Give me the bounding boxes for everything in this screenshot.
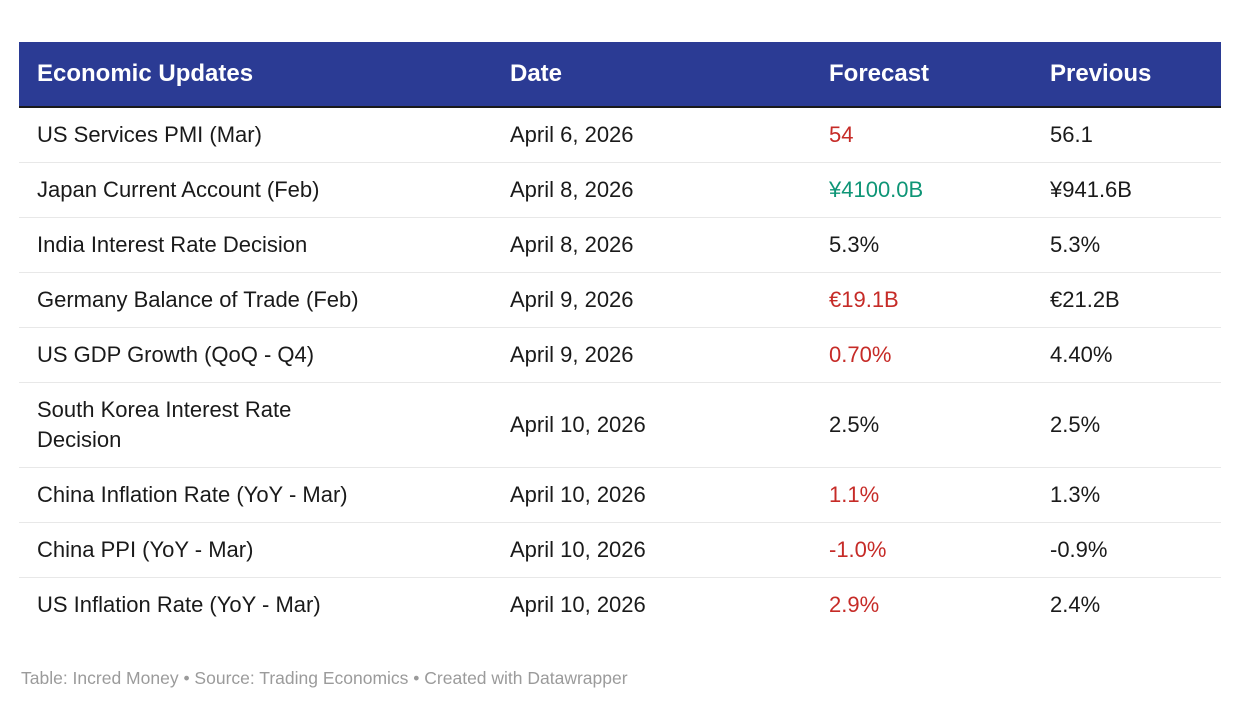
previous-value: 56.1 — [1050, 122, 1093, 147]
indicator-cell: China PPI (YoY - Mar) — [37, 537, 254, 562]
previous-value: 2.5% — [1050, 412, 1101, 437]
previous-value: 5.3% — [1050, 232, 1101, 257]
indicator-cell: US Inflation Rate (YoY - Mar) — [37, 592, 321, 617]
indicator-cell: South Korea Interest Rate Decision — [37, 397, 292, 452]
column-header-date: Date — [510, 60, 563, 87]
forecast-value: 54 — [829, 122, 854, 147]
table-header-row: Economic Updates Date Forecast Previous — [19, 42, 1221, 108]
previous-value: 2.4% — [1050, 592, 1101, 617]
date-cell: April 10, 2026 — [510, 537, 646, 562]
date-cell: April 8, 2026 — [510, 232, 634, 257]
forecast-value: ¥4100.0B — [829, 177, 924, 202]
date-cell: April 10, 2026 — [510, 412, 646, 437]
indicator-cell: US Services PMI (Mar) — [37, 122, 262, 147]
forecast-value: 2.9% — [829, 592, 880, 617]
date-cell: April 10, 2026 — [510, 482, 646, 507]
date-cell: April 6, 2026 — [510, 122, 634, 147]
column-header-forecast: Forecast — [829, 60, 930, 87]
indicator-cell: India Interest Rate Decision — [37, 232, 308, 257]
previous-value: 4.40% — [1050, 342, 1113, 367]
table-row: US GDP Growth (QoQ - Q4) April 9, 2026 0.7… — [19, 328, 1221, 383]
table-row: US Inflation Rate (YoY - Mar) April 10, 2… — [19, 578, 1221, 632]
indicator-cell: Japan Current Account (Feb) — [37, 177, 320, 202]
table-row: Germany Balance of Trade (Feb) April 9, 2… — [19, 273, 1221, 328]
forecast-value: 0.70% — [829, 342, 892, 367]
date-cell: April 8, 2026 — [510, 177, 634, 202]
indicator-cell: China Inflation Rate (YoY - Mar) — [37, 482, 348, 507]
date-cell: April 9, 2026 — [510, 287, 634, 312]
table-row: South Korea Interest Rate Decision April … — [19, 383, 1221, 468]
previous-value: -0.9% — [1050, 537, 1108, 562]
date-cell: April 10, 2026 — [510, 592, 646, 617]
economic-updates-table: Economic Updates Date Forecast Previous … — [19, 42, 1221, 632]
previous-value: 1.3% — [1050, 482, 1101, 507]
indicator-cell: Germany Balance of Trade (Feb) — [37, 287, 359, 312]
table-row: India Interest Rate Decision April 8, 202… — [19, 218, 1221, 273]
date-cell: April 9, 2026 — [510, 342, 634, 367]
column-header-economic-updates: Economic Updates — [37, 60, 254, 87]
forecast-value: €19.1B — [829, 287, 899, 312]
table-row: China Inflation Rate (YoY - Mar) April 10… — [19, 468, 1221, 523]
table-row: US Services PMI (Mar) April 6, 2026 54 56.1 — [19, 108, 1221, 163]
forecast-value: -1.0% — [829, 537, 887, 562]
table-body: US Services PMI (Mar) April 6, 2026 54 56.1… — [19, 108, 1221, 632]
table-row: China PPI (YoY - Mar) April 10, 2026 -1.0%… — [19, 523, 1221, 578]
forecast-value: 5.3% — [829, 232, 880, 257]
forecast-value: 1.1% — [829, 482, 880, 507]
table-footer-attribution: Table: Incred Money • Source: Trading Ec… — [21, 668, 628, 688]
forecast-value: 2.5% — [829, 412, 880, 437]
column-header-previous: Previous — [1050, 60, 1152, 87]
indicator-cell: US GDP Growth (QoQ - Q4) — [37, 342, 315, 367]
table-row: Japan Current Account (Feb) April 8, 2026… — [19, 163, 1221, 218]
previous-value: €21.2B — [1050, 287, 1120, 312]
previous-value: ¥941.6B — [1050, 177, 1132, 202]
